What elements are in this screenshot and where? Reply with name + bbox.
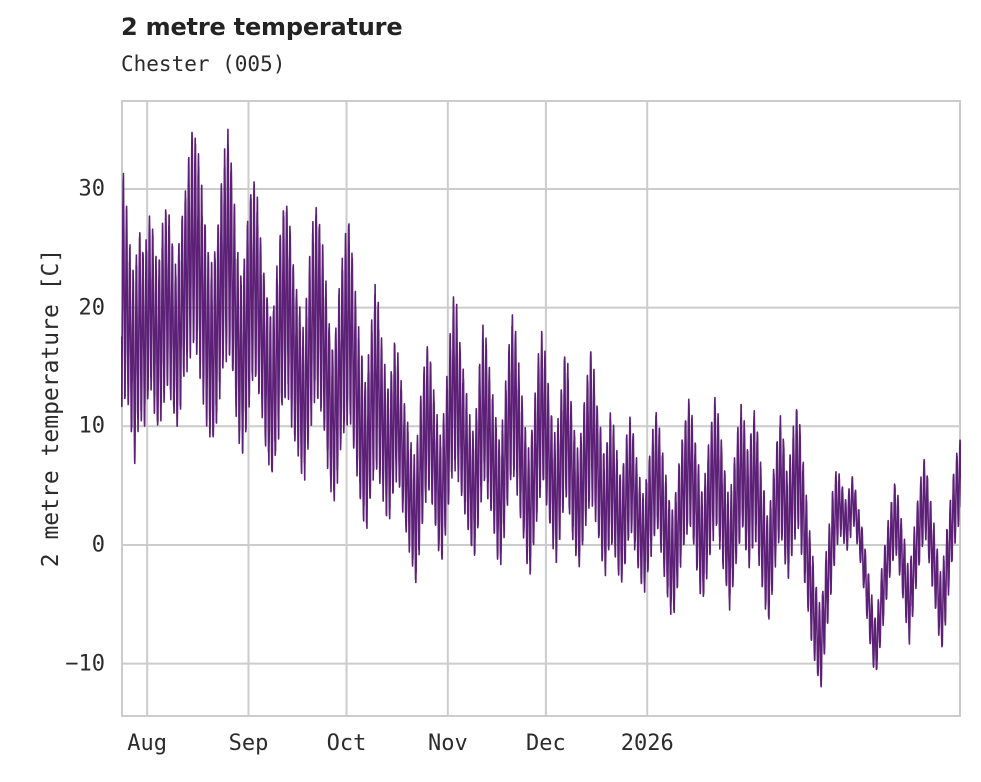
y-tick-label: −10 (65, 651, 105, 677)
temperature-line-chart (120, 100, 965, 717)
x-tick-label: Nov (427, 731, 468, 756)
plot-area (120, 100, 965, 717)
y-tick-label: 10 (78, 413, 106, 439)
x-tick-label: Sep (228, 731, 269, 756)
y-axis-tick-labels: −10 0 10 20 30 (0, 0, 105, 782)
plot-frame (121, 100, 961, 717)
x-tick-label: Dec (526, 731, 566, 756)
x-tick-label: Aug (127, 731, 168, 756)
x-tick-label: 2026 (620, 731, 674, 756)
chart-subtitle: Chester (005) (121, 52, 286, 76)
y-tick-label: 20 (78, 295, 106, 321)
y-tick-label: 30 (78, 176, 106, 202)
y-tick-label: 0 (91, 532, 105, 558)
chart-title: 2 metre temperature (121, 13, 403, 41)
x-tick-label: Oct (326, 731, 367, 756)
grid-lines (121, 100, 961, 717)
temperature-series-line (120, 128, 965, 688)
